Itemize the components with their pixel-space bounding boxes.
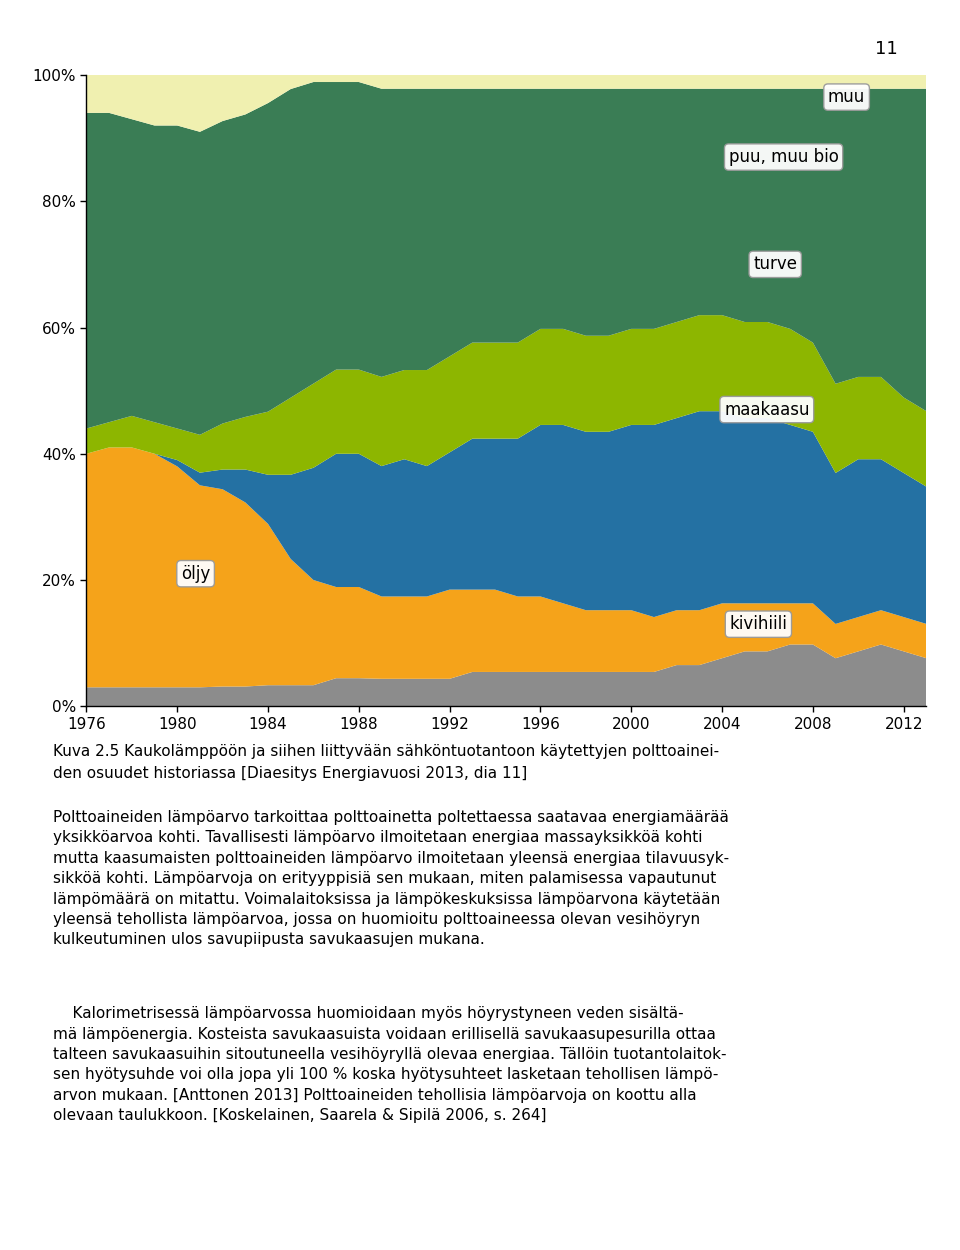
Text: öljy: öljy (181, 565, 210, 582)
Text: den osuudet historiassa [Diaesitys Energiavuosi 2013, dia 11]: den osuudet historiassa [Diaesitys Energ… (53, 766, 527, 781)
Text: Kuva 2.5 Kaukolämppöön ja siihen liittyvään sähköntuotantoon käytettyjen polttoa: Kuva 2.5 Kaukolämppöön ja siihen liittyv… (53, 744, 719, 759)
Text: kivihiili: kivihiili (730, 615, 787, 634)
Text: Kalorimetrisessä lämpöarvossa huomioidaan myös höyrystyneen veden sisältä-
mä lä: Kalorimetrisessä lämpöarvossa huomioidaa… (53, 1006, 727, 1124)
Text: turve: turve (754, 255, 797, 274)
Text: Polttoaineiden lämpöarvo tarkoittaa polttoainetta poltettaessa saatavaa energiam: Polttoaineiden lämpöarvo tarkoittaa polt… (53, 810, 729, 948)
Text: muu: muu (828, 88, 865, 106)
Text: puu, muu bio: puu, muu bio (729, 148, 838, 166)
Text: maakaasu: maakaasu (724, 400, 809, 419)
Text: 11: 11 (875, 40, 898, 58)
